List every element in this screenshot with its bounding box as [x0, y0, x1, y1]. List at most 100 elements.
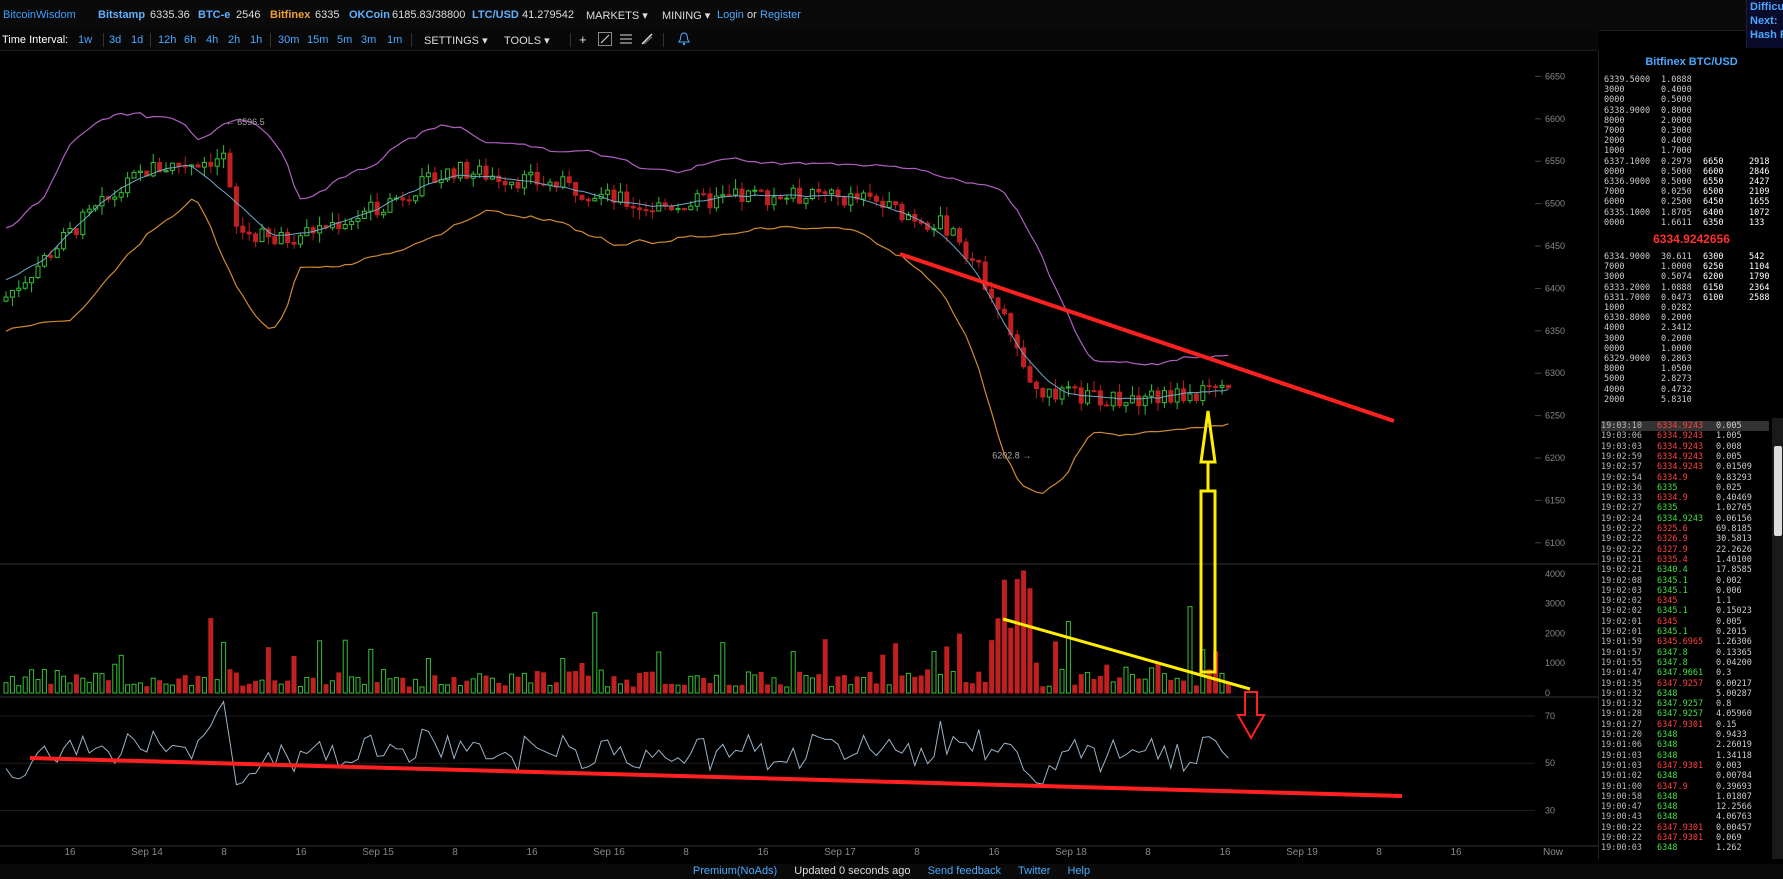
mining-menu[interactable]: MINING ▾: [662, 9, 710, 22]
interval-3m[interactable]: 3m: [361, 34, 377, 46]
trade-price: 6345: [1657, 616, 1678, 627]
exchange-name-okcoin[interactable]: OKCoin: [349, 9, 390, 21]
interval-5m[interactable]: 5m: [337, 34, 353, 46]
scrollbar-thumb[interactable]: [1774, 446, 1782, 536]
bid-row[interactable]: 7000 1.0000 6250 1104: [1599, 262, 1783, 272]
bid-row[interactable]: 4000 0.4732: [1599, 385, 1783, 395]
volume-bar: [278, 683, 284, 694]
bid-row[interactable]: 5000 2.8273: [1599, 374, 1783, 384]
interval-6h[interactable]: 6h: [184, 34, 197, 46]
bid-row[interactable]: 6333.2000 1.0888 6150 2364: [1599, 283, 1783, 293]
bid-row[interactable]: 4000 2.3412: [1599, 323, 1783, 333]
interval-15m[interactable]: 15m: [307, 34, 329, 46]
help-link[interactable]: Help: [1067, 865, 1091, 877]
candle: [694, 189, 700, 212]
ask-row[interactable]: 3000 0.4000: [1599, 85, 1783, 95]
trade-row: 19:02:01 6345.1 0.2015: [1601, 627, 1769, 637]
volume-bar: [989, 640, 995, 694]
ask-row[interactable]: 8000 2.0000: [1599, 116, 1783, 126]
exchange-name-bitfinex[interactable]: Bitfinex: [270, 9, 311, 21]
interval-4h[interactable]: 4h: [206, 34, 219, 46]
trades-scrollbar[interactable]: [1772, 418, 1783, 859]
login-link[interactable]: Login: [717, 9, 744, 21]
price-tick-label: 6550: [1545, 156, 1565, 166]
bid-row[interactable]: 0000 1.0000: [1599, 344, 1783, 354]
candle: [1187, 384, 1193, 404]
interval-1m[interactable]: 1m: [387, 34, 403, 46]
settings-menu[interactable]: SETTINGS ▾: [424, 34, 488, 47]
candle: [822, 189, 828, 203]
trade-price: 6327.9: [1657, 544, 1688, 555]
ask-row[interactable]: 6000 0.2500 6450 1655: [1599, 197, 1783, 207]
orderbook-panel: Bitfinex BTC/USD 6339.5000 1.0888 3000 0.40…: [1598, 51, 1783, 418]
candle: [1117, 383, 1123, 409]
bid-row[interactable]: 6334.9000 30.611 6300 542: [1599, 252, 1783, 262]
depth-price: 6300: [1703, 252, 1724, 262]
bid-row[interactable]: 6329.9000 0.2863: [1599, 354, 1783, 364]
candle: [73, 227, 79, 239]
line-draw-icon[interactable]: [598, 32, 612, 49]
ask-row[interactable]: 6336.9000 0.5000 6550 2427: [1599, 177, 1783, 187]
bid-row[interactable]: 3000 0.2000: [1599, 334, 1783, 344]
user-trendlines: [29, 252, 1403, 798]
difficulty-label[interactable]: Difficu: [1750, 1, 1783, 13]
volume-bar: [688, 675, 694, 694]
bid-row[interactable]: 1000 0.0282: [1599, 303, 1783, 313]
send-feedback-link[interactable]: Send feedback: [927, 865, 1001, 877]
exchange-name-bitstamp[interactable]: Bitstamp: [98, 9, 146, 21]
exchange-name-ltcusd[interactable]: LTC/USD: [472, 9, 519, 21]
ask-row[interactable]: 2000 0.4000: [1599, 136, 1783, 146]
ask-row[interactable]: 1000 1.7000: [1599, 146, 1783, 156]
trade-row: 19:02:03 6345.1 0.006: [1601, 586, 1769, 596]
ask-row[interactable]: 0000 1.6611 6350 133: [1599, 218, 1783, 228]
candle: [227, 148, 233, 188]
price-chart[interactable]: 6650 6600 6550 6500 6450 6400 6350 6300 6250 6200…: [0, 51, 1598, 864]
bid-row[interactable]: 6331.7000 0.0473 6100 2588: [1599, 293, 1783, 303]
ask-row[interactable]: 6339.5000 1.0888: [1599, 75, 1783, 85]
brush-icon[interactable]: [640, 32, 654, 49]
horizontal-lines-icon[interactable]: [619, 32, 633, 49]
bid-row[interactable]: 3000 0.5074 6200 1790: [1599, 272, 1783, 282]
interval-2h[interactable]: 2h: [228, 34, 241, 46]
tools-menu[interactable]: TOOLS ▾: [504, 34, 550, 47]
order-amount: 1.8705: [1661, 207, 1692, 218]
trade-time: 19:01:20: [1601, 730, 1642, 740]
volume-bar: [1065, 621, 1071, 694]
interval-3d[interactable]: 3d: [109, 34, 122, 46]
trade-history-panel[interactable]: 19:03:10 6334.9243 0.005 19:03:06 6334.9243 1…: [1598, 418, 1783, 859]
register-link[interactable]: Register: [760, 9, 801, 21]
interval-1h[interactable]: 1h: [250, 34, 263, 46]
ask-row[interactable]: 6335.1000 1.8705 6400 1072: [1599, 208, 1783, 218]
candle: [336, 213, 342, 235]
trade-amount: 0.005: [1716, 421, 1742, 431]
ask-row[interactable]: 0000 0.5000 6600 2846: [1599, 167, 1783, 177]
interval-30m[interactable]: 30m: [278, 34, 300, 46]
bid-row[interactable]: 8000 1.0500: [1599, 364, 1783, 374]
ask-row[interactable]: 7000 0.3000: [1599, 126, 1783, 136]
interval-1w[interactable]: 1w: [78, 34, 93, 46]
alert-bell-icon[interactable]: [678, 32, 690, 49]
bid-row[interactable]: 6330.8000 0.2000: [1599, 313, 1783, 323]
ask-row[interactable]: 0000 0.5000: [1599, 95, 1783, 105]
markets-menu[interactable]: MARKETS ▾: [586, 9, 648, 22]
volume-bar: [950, 670, 956, 694]
ask-row[interactable]: 7000 0.0250 6500 2109: [1599, 187, 1783, 197]
ask-row[interactable]: 6337.1000 0.2979 6650 2918: [1599, 157, 1783, 167]
bid-row[interactable]: 2000 5.8310: [1599, 395, 1783, 405]
candle-body: [509, 181, 515, 186]
volume-bar: [419, 686, 425, 694]
ask-row[interactable]: 6338.9000 0.8000: [1599, 106, 1783, 116]
trade-price: 6345.1: [1657, 575, 1688, 586]
interval-12h[interactable]: 12h: [158, 34, 177, 46]
crosshair-icon[interactable]: +: [579, 32, 587, 47]
volume-bar: [93, 672, 99, 694]
premium-link[interactable]: Premium(NoAds): [692, 865, 778, 877]
exchange-name-btce[interactable]: BTC-e: [198, 9, 231, 21]
candle-body: [355, 217, 361, 222]
twitter-link[interactable]: Twitter: [1018, 865, 1051, 877]
interval-1d[interactable]: 1d: [131, 34, 144, 46]
brand-logo[interactable]: BitcoinWisdom: [3, 9, 76, 21]
candle-body: [131, 171, 137, 179]
volume-bar: [86, 681, 92, 694]
candle: [1174, 382, 1180, 410]
